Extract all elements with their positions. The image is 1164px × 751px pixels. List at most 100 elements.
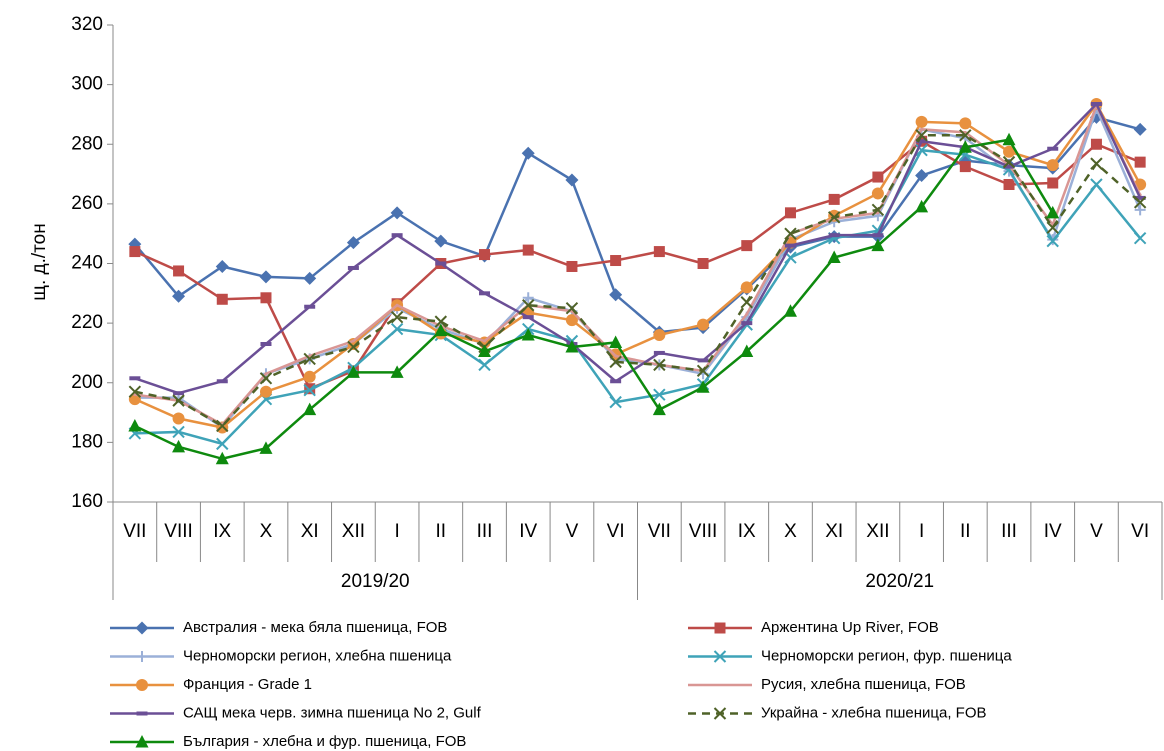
y-tick-label: 220 xyxy=(71,312,103,333)
legend-item: Черноморски регион, хлебна пшеница xyxy=(110,647,452,664)
marker xyxy=(434,323,448,337)
marker xyxy=(1133,231,1147,245)
marker xyxy=(1046,205,1060,219)
marker xyxy=(565,339,579,353)
marker xyxy=(172,394,185,407)
marker xyxy=(653,388,666,401)
marker xyxy=(827,211,841,224)
series-line xyxy=(133,116,1141,334)
marker xyxy=(959,161,971,173)
legend-label: Австралия - мека бяла пшеница, FOB xyxy=(183,619,447,636)
legend-label: Аржентина Up River, FOB xyxy=(761,619,939,636)
x-tick-label: V xyxy=(1090,521,1103,542)
y-tick-label: 260 xyxy=(71,193,103,214)
series xyxy=(128,129,1147,433)
y-tick-label: 200 xyxy=(71,372,103,393)
marker xyxy=(347,340,360,354)
marker xyxy=(259,372,273,385)
marker xyxy=(522,244,534,256)
marker xyxy=(653,358,666,372)
series-line xyxy=(134,148,1142,446)
series xyxy=(129,135,1146,395)
marker xyxy=(740,281,753,294)
marker xyxy=(1002,155,1016,169)
x-tick-label: VII xyxy=(648,521,671,542)
marker xyxy=(920,127,924,131)
x-tick-label: VI xyxy=(1131,521,1149,542)
x-tick-label: IX xyxy=(213,521,231,542)
marker xyxy=(614,354,618,358)
marker xyxy=(1046,221,1059,234)
x-tick-label: XII xyxy=(866,521,889,542)
marker xyxy=(522,292,534,304)
marker xyxy=(522,299,535,312)
marker xyxy=(1003,178,1015,190)
marker xyxy=(610,255,622,267)
legend-label: Черноморски регион, фур. пшеница xyxy=(761,647,1012,664)
legend-label: Черноморски регион, хлебна пшеница xyxy=(183,647,452,664)
marker xyxy=(609,395,622,409)
marker xyxy=(1047,177,1059,189)
marker xyxy=(741,240,753,252)
x-tick-label: X xyxy=(260,521,273,542)
marker xyxy=(1002,132,1016,146)
x-tick-label: IV xyxy=(1044,521,1062,542)
marker xyxy=(304,383,316,395)
x-tick-label: XII xyxy=(342,521,365,542)
marker xyxy=(1133,122,1147,136)
marker xyxy=(479,249,491,261)
marker xyxy=(172,439,186,453)
marker xyxy=(264,372,268,376)
legend-item: Украйна - хлебна пшеница, FOB xyxy=(688,704,987,721)
marker xyxy=(390,365,404,378)
x-tick-label: XI xyxy=(825,521,843,542)
marker xyxy=(1134,204,1146,216)
marker xyxy=(609,335,623,349)
marker xyxy=(521,146,535,160)
x-tick-label: III xyxy=(477,521,493,542)
x-tick-label: III xyxy=(1001,521,1017,542)
marker xyxy=(216,437,229,451)
marker xyxy=(696,364,710,378)
marker xyxy=(959,129,972,142)
marker xyxy=(653,246,665,258)
legend-item: Австралия - мека бяла пшеница, FOB xyxy=(110,619,447,636)
marker xyxy=(1090,138,1102,150)
marker xyxy=(872,171,884,183)
group-label: 2019/20 xyxy=(341,571,410,592)
marker xyxy=(133,393,137,397)
marker xyxy=(745,312,749,316)
marker xyxy=(135,735,149,748)
y-tick-label: 320 xyxy=(71,14,103,35)
y-tick-label: 180 xyxy=(71,431,103,452)
marker xyxy=(172,425,185,439)
marker xyxy=(478,358,491,372)
marker xyxy=(135,621,149,635)
marker xyxy=(303,352,316,366)
marker xyxy=(173,265,185,277)
marker xyxy=(260,292,272,304)
marker xyxy=(128,385,142,398)
marker xyxy=(172,289,186,303)
legend-label: Франция - Grade 1 xyxy=(183,676,312,693)
series-line xyxy=(134,139,1141,391)
marker xyxy=(390,322,404,336)
y-tick-label: 160 xyxy=(71,491,103,512)
marker xyxy=(958,140,972,153)
legend-item: Русия, хлебна пшеница, FOB xyxy=(688,676,966,693)
x-tick-label: VII xyxy=(123,521,146,542)
marker xyxy=(740,296,753,309)
marker xyxy=(434,234,448,248)
marker xyxy=(483,339,487,343)
x-tick-label: II xyxy=(436,521,447,542)
marker xyxy=(215,259,229,273)
marker xyxy=(565,173,579,187)
legend-label: Украйна - хлебна пшеница, FOB xyxy=(761,704,987,721)
x-tick-label: VI xyxy=(607,521,625,542)
marker xyxy=(351,339,355,343)
group-label: 2020/21 xyxy=(865,571,934,592)
x-tick-label: VIII xyxy=(164,521,193,542)
marker xyxy=(390,310,404,324)
marker xyxy=(871,203,885,217)
marker xyxy=(308,354,312,358)
